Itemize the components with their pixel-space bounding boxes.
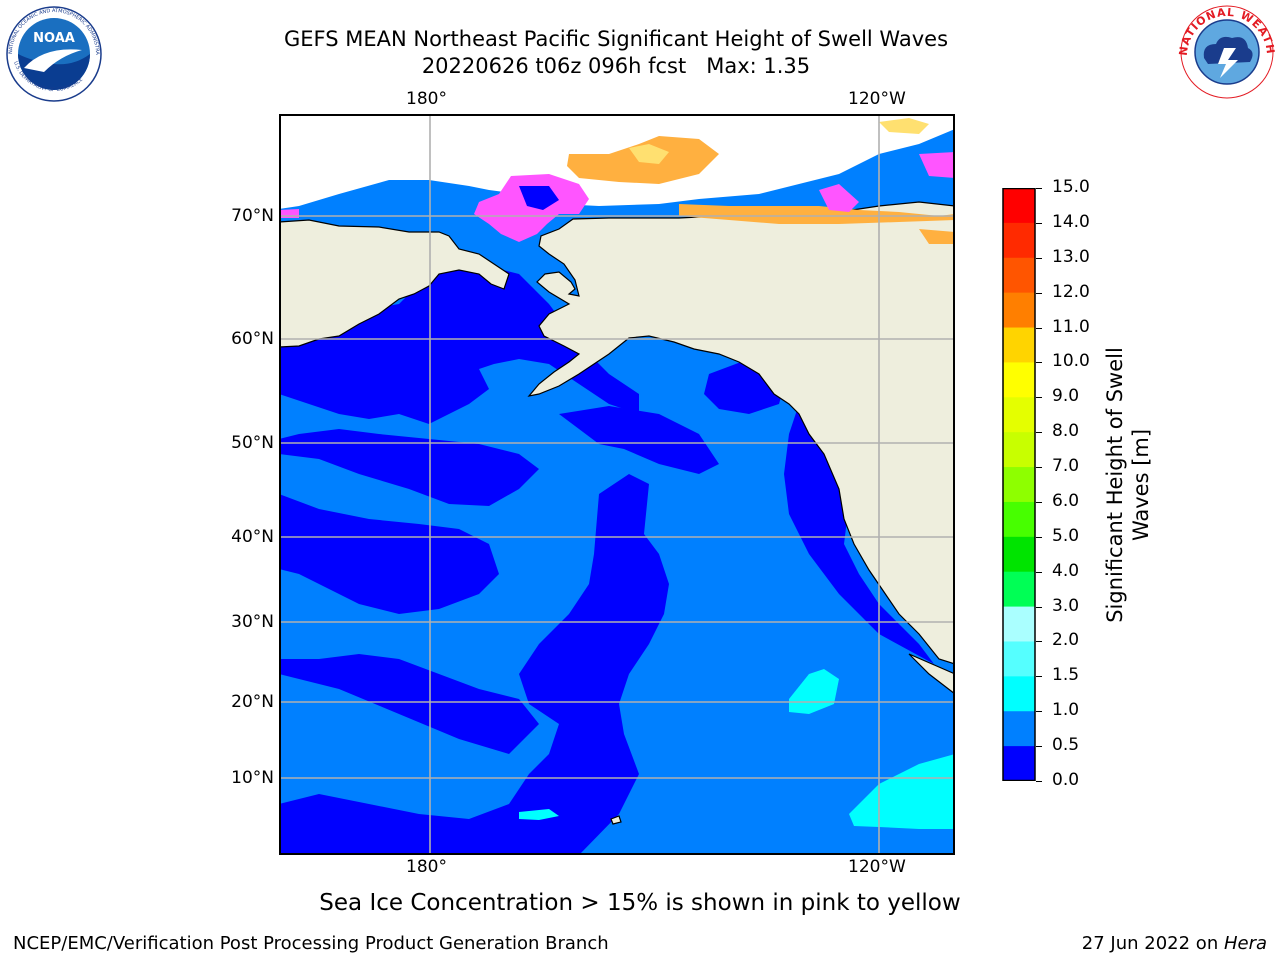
lat-label-70n: 70°N <box>231 206 274 226</box>
map-frame <box>279 114 955 855</box>
colorbar-tick-mark <box>1036 397 1042 399</box>
lat-label-30n: 30°N <box>231 612 274 632</box>
lat-label-40n: 40°N <box>231 527 274 547</box>
lat-label-60n: 60°N <box>231 329 274 349</box>
noaa-logo-text: NOAA <box>33 31 75 46</box>
colorbar-tick-label: 14.0 <box>1052 211 1090 232</box>
colorbar-segment <box>1003 257 1035 294</box>
colorbar-tick-label: 3.0 <box>1052 595 1080 616</box>
colorbar-segment <box>1003 397 1035 433</box>
colorbar-tick-label: 1.5 <box>1052 665 1080 686</box>
colorbar-tick-mark <box>1036 501 1042 503</box>
colorbar-segment <box>1003 501 1035 538</box>
lat-label-50n: 50°N <box>231 433 274 453</box>
colorbar-segment <box>1003 536 1035 573</box>
colorbar-segment <box>1003 467 1035 503</box>
colorbar-tick-label: 12.0 <box>1052 281 1090 302</box>
colorbar-tick-label: 9.0 <box>1052 386 1080 407</box>
footer-host: Hera <box>1223 933 1267 954</box>
lon-label-bottom-180: 180° <box>406 857 447 877</box>
colorbar-label-line2: Waves [m] <box>1129 428 1153 542</box>
colorbar-segment <box>1003 292 1035 329</box>
colorbar-tick-label: 0.0 <box>1052 770 1080 790</box>
lon-label-top-120w: 120°W <box>848 89 906 109</box>
colorbar-segment <box>1003 327 1035 364</box>
chart-subtitle: 20220626 t06z 096h fcst Max: 1.35 <box>421 54 811 78</box>
nws-logo: NATIONAL WEATHER SERVICE <box>1178 4 1276 99</box>
colorbar-border <box>1002 188 1036 781</box>
sea-ice-regions <box>279 118 955 244</box>
colorbar-tick-mark <box>1036 571 1042 573</box>
colorbar-segment <box>1003 746 1035 781</box>
colorbar-segment <box>1003 432 1035 468</box>
colorbar-segment <box>1003 571 1035 608</box>
colorbar-label-line1: Significant Height of Swell <box>1103 347 1127 623</box>
colorbar-tick-mark <box>1036 327 1042 329</box>
colorbar-segment <box>1003 711 1035 747</box>
colorbar-label: Significant Height of Swell Waves [m] <box>1102 347 1154 623</box>
colorbar-segment <box>1003 362 1035 398</box>
noaa-logo: NOAA NATIONAL OCEANIC AND ATMOSPHERIC AD… <box>4 6 102 102</box>
colorbar <box>1002 188 1036 781</box>
map-gridlines <box>279 114 955 855</box>
colorbar-tick-label: 0.5 <box>1052 735 1080 756</box>
colorbar-tick-label: 5.0 <box>1052 525 1080 546</box>
colorbar-tick-mark <box>1036 222 1042 224</box>
colorbar-segment <box>1003 222 1035 259</box>
colorbar-tick-mark <box>1036 641 1042 643</box>
colorbar-tick-label: 13.0 <box>1052 246 1090 267</box>
colorbar-tick-mark <box>1036 467 1042 469</box>
colorbar-tick-mark <box>1036 746 1042 748</box>
lat-label-10n: 10°N <box>231 768 274 788</box>
footer-credit: NCEP/EMC/Verification Post Processing Pr… <box>13 933 609 954</box>
colorbar-tick-label: 7.0 <box>1052 456 1080 477</box>
colorbar-tick-mark <box>1036 781 1042 782</box>
colorbar-tick-mark <box>1036 257 1042 259</box>
chart-title: GEFS MEAN Northeast Pacific Significant … <box>283 27 949 51</box>
colorbar-tick-label: 1.0 <box>1052 700 1080 721</box>
colorbar-segment <box>1003 641 1035 677</box>
colorbar-tick-mark <box>1036 292 1042 294</box>
swell-height-map <box>279 114 955 855</box>
colorbar-tick-mark <box>1036 676 1042 678</box>
land-masses <box>279 201 955 855</box>
lat-label-20n: 20°N <box>231 692 274 712</box>
sea-ice-note: Sea Ice Concentration > 15% is shown in … <box>319 890 961 916</box>
colorbar-tick-mark <box>1036 188 1042 189</box>
colorbar-segment <box>1003 676 1035 712</box>
low-swell-regions <box>279 264 934 855</box>
colorbar-tick-mark <box>1036 362 1042 364</box>
colorbar-tick-label: 6.0 <box>1052 490 1080 511</box>
colorbar-tick-label: 2.0 <box>1052 630 1080 651</box>
lon-label-bottom-120w: 120°W <box>848 857 906 877</box>
lon-label-top-180: 180° <box>406 89 447 109</box>
colorbar-tick-label: 15.0 <box>1052 177 1090 197</box>
colorbar-tick-mark <box>1036 606 1042 608</box>
colorbar-tick-mark <box>1036 536 1042 538</box>
colorbar-tick-mark <box>1036 432 1042 434</box>
colorbar-tick-label: 4.0 <box>1052 560 1080 581</box>
colorbar-segment <box>1003 188 1035 224</box>
colorbar-tick-label: 10.0 <box>1052 351 1090 372</box>
colorbar-segment <box>1003 606 1035 643</box>
colorbar-tick-mark <box>1036 711 1042 713</box>
footer-date: 27 Jun 2022 on Hera <box>1082 933 1267 954</box>
colorbar-tick-label: 11.0 <box>1052 316 1090 337</box>
footer-date-text: 27 Jun 2022 on <box>1081 933 1224 954</box>
colorbar-tick-label: 8.0 <box>1052 421 1080 442</box>
